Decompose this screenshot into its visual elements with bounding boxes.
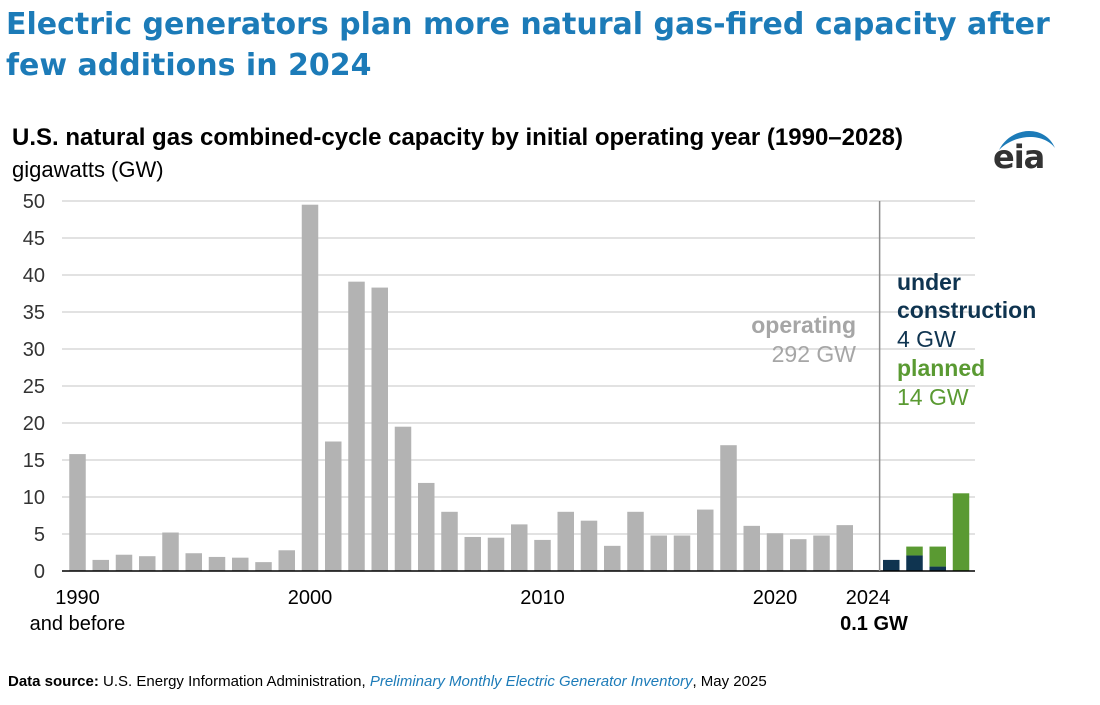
bar-operating (557, 511, 574, 571)
bar-operating (836, 525, 853, 571)
bar-operating (325, 441, 342, 571)
headline: Electric generators plan more natural ga… (6, 7, 1050, 83)
bar-operating (185, 553, 202, 571)
bar-operating (720, 445, 737, 571)
bar-under-construction (883, 559, 900, 571)
y-tick-label: 50 (23, 191, 45, 213)
x-axis-ticks: 1990 and before 2000 2010 2020 2024 0.1 GW (30, 587, 908, 635)
bar-operating (92, 559, 109, 571)
eia-logo: eia (993, 128, 1063, 178)
bar-chart: 0 5 10 15 20 25 30 35 40 45 50 1990 and before 2000 2… (23, 191, 1037, 635)
x-tick-label: 2010 (520, 587, 565, 609)
bar-operating (464, 536, 481, 571)
bar-operating (255, 562, 272, 571)
data-source-date: , May 2025 (692, 673, 767, 690)
y-tick-label: 25 (23, 376, 45, 398)
data-source-label: Data source: (8, 673, 99, 690)
bar-operating (511, 524, 528, 571)
bar-operating (278, 550, 295, 571)
bar-operating (441, 511, 458, 571)
bar-operating (580, 520, 598, 571)
bar-operating (790, 539, 807, 571)
eia-logo-text: eia (993, 138, 1045, 176)
planned-annotation-label: planned (897, 355, 985, 381)
bar-operating (766, 533, 784, 571)
y-tick-label: 40 (23, 265, 45, 287)
x-tick-label: 2024 (846, 587, 891, 609)
operating-annotation-label: operating (751, 312, 856, 338)
bar-operating (139, 556, 156, 571)
y-tick-label: 45 (23, 228, 45, 250)
y-tick-label: 30 (23, 339, 45, 361)
x-tick-sublabel: and before (30, 613, 126, 635)
chart-title: U.S. natural gas combined-cycle capacity… (12, 124, 904, 151)
y-tick-label: 15 (23, 450, 45, 472)
bar-operating (487, 537, 505, 571)
bar-operating (348, 281, 365, 571)
y-axis-ticks: 0 5 10 15 20 25 30 35 40 45 50 (23, 191, 45, 583)
operating-annotation-value: 292 GW (772, 341, 857, 367)
bars (69, 204, 970, 571)
bar-operating (813, 535, 830, 571)
under-construction-annotation-value: 4 GW (897, 326, 956, 352)
bar-operating (534, 539, 551, 571)
x-tick-label: 2000 (288, 587, 333, 609)
bar-operating (394, 426, 412, 571)
y-tick-label: 5 (34, 524, 45, 546)
under-construction-annotation-label-2: construction (897, 297, 1036, 323)
data-source-link[interactable]: Preliminary Monthly Electric Generator I… (369, 673, 693, 690)
bar-operating (650, 535, 667, 571)
under-construction-annotation-label-1: under (897, 269, 961, 295)
data-source-note: Data source: U.S. Energy Information Adm… (8, 673, 767, 690)
data-source-text: U.S. Energy Information Administration, (98, 673, 370, 690)
bar-operating (697, 509, 714, 571)
y-tick-label: 20 (23, 413, 45, 435)
bar-operating (673, 535, 691, 571)
bar-planned (929, 546, 946, 567)
bar-operating (232, 557, 249, 571)
bar-under-construction (929, 566, 946, 571)
bar-under-construction (906, 555, 923, 571)
x-tick-label: 1990 (55, 587, 100, 609)
bar-operating (208, 556, 226, 571)
y-tick-label: 10 (23, 487, 45, 509)
bar-operating (604, 545, 621, 571)
x-tick-label: 2020 (753, 587, 798, 609)
eia-logo-swoosh-icon (999, 130, 1055, 150)
bar-operating (371, 287, 388, 571)
bar-operating (115, 554, 133, 571)
y-tick-label: 0 (34, 561, 45, 583)
gridlines (62, 200, 975, 535)
bar-operating (69, 454, 86, 571)
bar-operating (627, 511, 644, 571)
bar-planned (906, 546, 923, 556)
bar-operating (301, 204, 319, 571)
bar-operating (743, 525, 760, 571)
y-axis-unit-label: gigawatts (GW) (12, 157, 164, 182)
y-tick-label: 35 (23, 302, 45, 324)
bar-operating (418, 482, 435, 571)
annotations: operating 292 GW under construction 4 GW… (751, 269, 1036, 410)
bar-planned (952, 493, 970, 571)
planned-annotation-value: 14 GW (897, 384, 969, 410)
x-tick-value-note: 0.1 GW (840, 613, 908, 635)
bar-operating (162, 532, 179, 571)
